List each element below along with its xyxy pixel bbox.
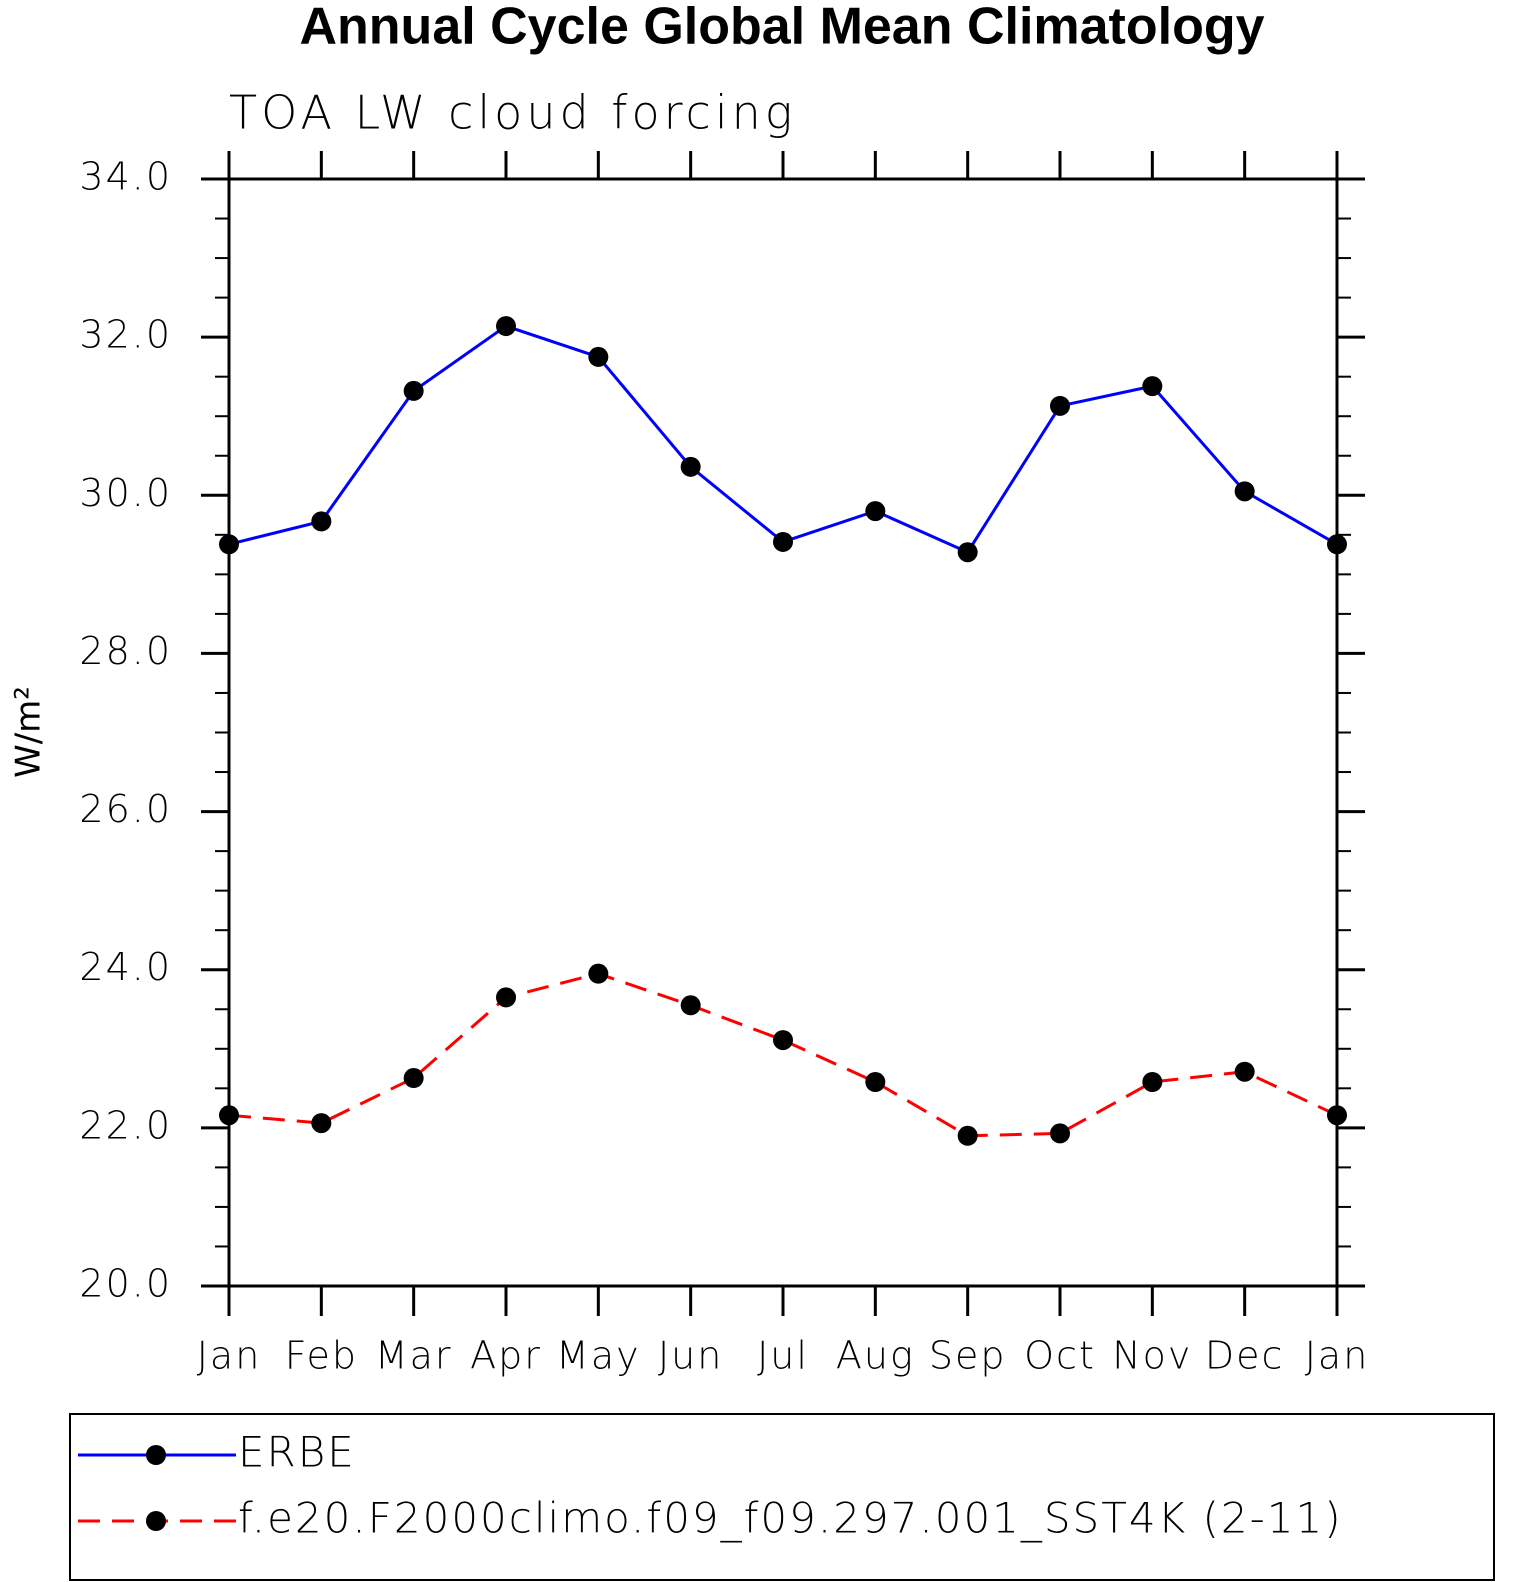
data-point [957, 542, 978, 563]
y-tick-label: 26.0 [79, 787, 172, 831]
data-point [1050, 1123, 1070, 1144]
y-axis-label: W/m² [9, 686, 49, 778]
x-tick-label: Dec [1205, 1334, 1285, 1378]
x-tick-label: Apr [470, 1334, 542, 1378]
legend-marker [146, 1445, 166, 1465]
data-point [1327, 1105, 1347, 1126]
plot-frame [227, 177, 1339, 1288]
x-tick-label: Nov [1112, 1334, 1192, 1378]
data-point [1142, 376, 1163, 397]
x-tick-label: Jul [757, 1334, 809, 1378]
x-tick-label: Aug [836, 1334, 915, 1378]
y-tick-label: 24.0 [79, 945, 172, 989]
x-tick-label: Jan [1305, 1334, 1370, 1378]
data-point [865, 501, 886, 522]
data-point [219, 534, 239, 555]
data-point [1234, 481, 1255, 502]
data-point [1142, 1071, 1163, 1092]
data-point [496, 316, 516, 337]
data-point [957, 1125, 978, 1146]
data-point [1234, 1061, 1255, 1082]
data-point [588, 346, 609, 367]
data-point [311, 1113, 332, 1134]
legend-label: ERBE [238, 1428, 356, 1477]
x-tick-label: May [556, 1334, 641, 1378]
data-point [588, 963, 609, 984]
y-tick-label: 20.0 [79, 1262, 172, 1306]
x-tick-label: Sep [929, 1334, 1007, 1378]
data-point [496, 987, 516, 1008]
data-point [865, 1071, 886, 1092]
data-point [680, 456, 701, 477]
data-point [403, 1068, 424, 1089]
y-tick-label: 30.0 [79, 471, 172, 515]
y-tick-label: 34.0 [79, 155, 172, 199]
x-tick-label: Mar [375, 1334, 453, 1378]
data-point [311, 511, 332, 532]
y-tick-label: 28.0 [79, 629, 172, 673]
x-tick-label: Jun [658, 1334, 723, 1378]
series-line [228, 324, 1338, 555]
data-point [773, 531, 793, 552]
data-point [773, 1030, 793, 1051]
chart-title: Annual Cycle Global Mean Climatology [299, 0, 1264, 56]
data-point [1050, 395, 1070, 416]
series-line [228, 972, 1338, 1138]
legend-marker [146, 1511, 166, 1531]
data-point [1327, 534, 1347, 555]
y-tick-label: 22.0 [79, 1103, 172, 1147]
y-tick-label: 32.0 [79, 313, 172, 357]
data-point [680, 995, 701, 1016]
data-point [219, 1105, 239, 1126]
x-tick-label: Jan [197, 1334, 262, 1378]
legend-box [69, 1413, 1495, 1581]
legend-label: f.e20.F2000climo.f09_f09.297.001_SST4K (… [238, 1494, 1343, 1543]
x-tick-label: Feb [285, 1334, 358, 1378]
data-point [403, 380, 424, 401]
x-tick-label: Oct [1024, 1334, 1096, 1378]
chart-subtitle: TOA LW cloud forcing [229, 86, 796, 140]
